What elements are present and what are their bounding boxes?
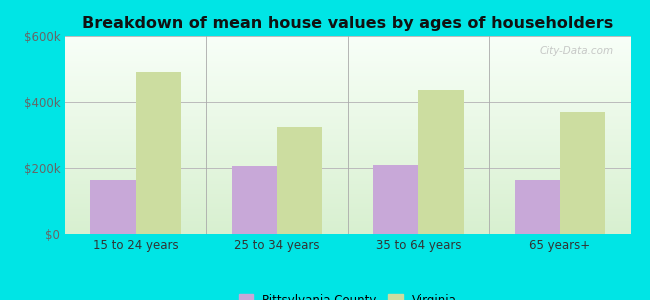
Bar — [90, 179, 136, 234]
Bar — [373, 165, 419, 234]
Legend: Pittsylvania County, Virginia: Pittsylvania County, Virginia — [234, 289, 462, 300]
Bar — [136, 72, 181, 234]
Bar — [232, 166, 277, 234]
Title: Breakdown of mean house values by ages of householders: Breakdown of mean house values by ages o… — [82, 16, 614, 31]
Bar — [515, 179, 560, 234]
Bar — [419, 90, 463, 234]
Bar — [277, 127, 322, 234]
Text: City-Data.com: City-Data.com — [540, 46, 614, 56]
Bar — [560, 112, 605, 234]
